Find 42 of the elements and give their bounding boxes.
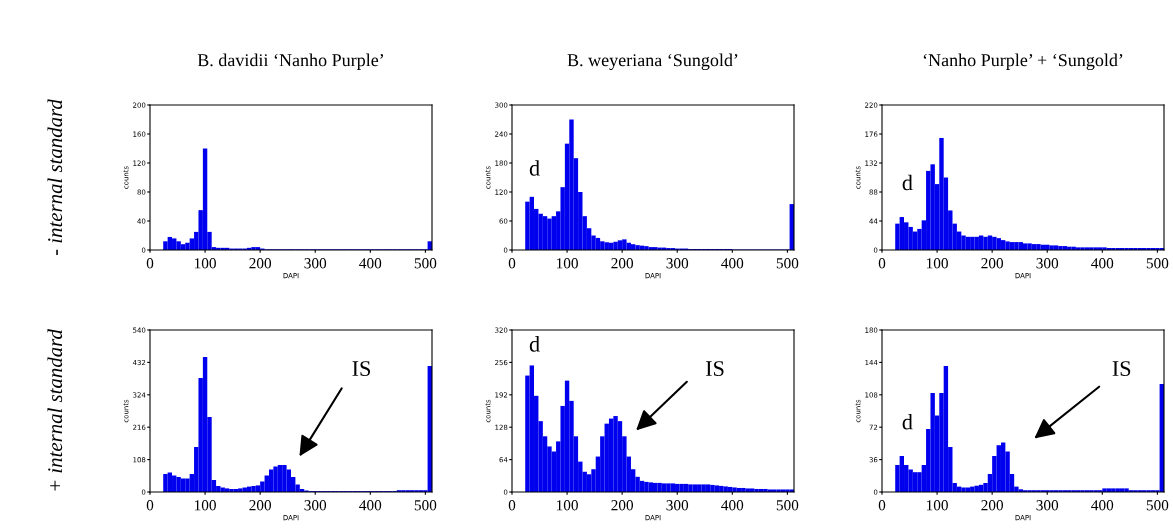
annotation: IS bbox=[352, 361, 370, 377]
x-tick-label: 300 bbox=[304, 500, 327, 511]
annotation: d bbox=[902, 174, 913, 191]
chart-title: ‘Nanho Purple’ + ‘Sungold’ bbox=[923, 53, 1123, 71]
annotation: d bbox=[529, 160, 540, 176]
x-tick-label: 200 bbox=[611, 258, 634, 269]
chart-title: B. davidii ‘Nanho Purple’ bbox=[197, 53, 384, 70]
text: - internal standard bbox=[47, 99, 63, 256]
x-tick-label: 300 bbox=[1036, 500, 1059, 511]
x-tick-label: 300 bbox=[1036, 258, 1059, 269]
x-tick-label: 400 bbox=[359, 258, 382, 269]
x-tick-label: 500 bbox=[776, 500, 799, 511]
x-tick-label: 200 bbox=[981, 500, 1004, 511]
x-tick-label: 300 bbox=[666, 500, 689, 511]
x-tick-label: 500 bbox=[414, 500, 437, 511]
x-tick-label: 400 bbox=[359, 500, 382, 511]
x-tick-label: 200 bbox=[611, 500, 634, 511]
x-tick-label: 400 bbox=[721, 500, 744, 511]
x-tick-label: 200 bbox=[249, 258, 272, 269]
x-tick-label: 500 bbox=[414, 258, 437, 269]
x-tick-label: 400 bbox=[721, 258, 744, 269]
x-tick-label: 100 bbox=[194, 258, 216, 269]
x-tick-label: 500 bbox=[1146, 258, 1169, 269]
annotation: IS bbox=[1112, 361, 1131, 377]
x-tick-label: 500 bbox=[776, 258, 799, 269]
chart-title: B. weyeriana ‘Sungold’ bbox=[567, 53, 738, 71]
x-tick-label: 100 bbox=[926, 500, 948, 511]
x-tick-label: 100 bbox=[926, 258, 948, 269]
x-tick-label: 100 bbox=[556, 500, 578, 511]
annotation: d bbox=[529, 336, 540, 352]
x-tick-label: 100 bbox=[194, 500, 216, 511]
x-tick-label: 400 bbox=[1091, 500, 1114, 511]
x-tick-label: 300 bbox=[304, 258, 327, 269]
annotation: d bbox=[902, 413, 913, 430]
x-tick-label: 300 bbox=[666, 258, 689, 269]
x-tick-label: 500 bbox=[1146, 500, 1169, 511]
x-tick-label: 100 bbox=[556, 258, 578, 269]
x-tick-label: 200 bbox=[981, 258, 1004, 269]
text: + internal standard bbox=[47, 329, 63, 491]
x-tick-label: 200 bbox=[249, 500, 272, 511]
x-tick-label: 400 bbox=[1091, 258, 1114, 269]
annotation: IS bbox=[705, 361, 724, 377]
